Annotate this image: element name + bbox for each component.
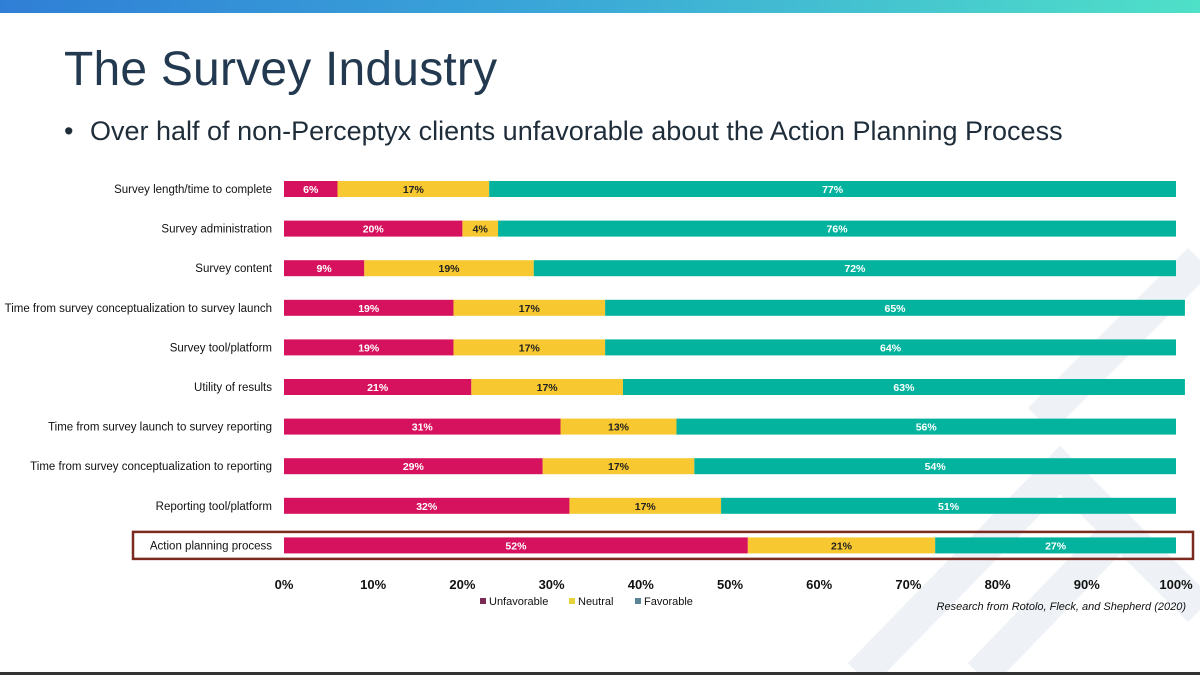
data-label: 72%: [844, 263, 866, 275]
data-label: 17%: [519, 342, 541, 354]
data-label: 17%: [608, 461, 630, 473]
data-label: 17%: [519, 303, 541, 315]
x-tick-label: 10%: [360, 577, 386, 592]
bar-unfavorable: [284, 418, 561, 435]
data-label: 29%: [403, 461, 425, 473]
slide-title: The Survey Industry: [64, 43, 498, 96]
data-label: 27%: [1045, 540, 1067, 552]
bar-unfavorable: [284, 339, 454, 356]
bar-unfavorable: [284, 497, 570, 514]
data-label: 76%: [827, 224, 849, 236]
bar-unfavorable: [284, 458, 543, 475]
x-tick-label: 60%: [806, 577, 832, 592]
data-label: 19%: [439, 263, 461, 275]
data-label: 4%: [473, 224, 489, 236]
legend-item-unfavorable: Unfavorable: [480, 596, 548, 608]
bar-favorable: [935, 537, 1176, 554]
bar-unfavorable: [284, 537, 748, 554]
bar-neutral: [453, 339, 606, 356]
slide-bullet: • Over half of non-Perceptyx clients unfa…: [64, 116, 1063, 147]
legend-label: Unfavorable: [489, 596, 548, 608]
data-label: 54%: [925, 461, 947, 473]
bar-neutral: [560, 418, 677, 435]
legend-label: Neutral: [578, 596, 613, 608]
bar-favorable: [533, 260, 1176, 277]
category-label: Survey length/time to complete: [114, 184, 272, 196]
x-tick-label: 90%: [1074, 577, 1100, 592]
bar-unfavorable: [284, 220, 463, 237]
category-label: Survey administration: [161, 224, 272, 236]
x-tick-label: 70%: [895, 577, 921, 592]
legend-swatch: [480, 598, 486, 604]
bar-unfavorable: [284, 299, 454, 316]
data-label: 6%: [303, 184, 319, 196]
data-label: 13%: [608, 422, 630, 434]
data-label: 17%: [403, 184, 425, 196]
category-label: Time from survey conceptualization to su…: [5, 303, 272, 315]
x-tick-label: 50%: [717, 577, 743, 592]
source-citation: Research from Rotolo, Fleck, and Shepher…: [936, 601, 1186, 613]
bar-unfavorable: [284, 379, 472, 395]
legend-item-favorable: Favorable: [635, 596, 693, 608]
data-label: 21%: [831, 540, 853, 552]
bar-neutral: [542, 458, 695, 475]
bar-favorable: [622, 379, 1185, 395]
legend-swatch: [569, 598, 575, 604]
bar-favorable: [721, 497, 1176, 514]
bar-favorable: [605, 339, 1176, 356]
data-label: 31%: [412, 422, 434, 434]
bar-neutral: [337, 181, 490, 197]
data-label: 63%: [893, 382, 915, 394]
x-tick-label: 80%: [985, 577, 1011, 592]
bottom-rule: [0, 672, 1200, 675]
data-label: 19%: [358, 303, 380, 315]
bullet-text: Over half of non-Perceptyx clients unfav…: [90, 116, 1063, 146]
data-label: 17%: [635, 501, 657, 513]
data-label: 17%: [537, 382, 559, 394]
x-tick-label: 40%: [628, 577, 654, 592]
category-label: Time from survey launch to survey report…: [48, 422, 272, 434]
bar-favorable: [605, 299, 1185, 316]
data-label: 65%: [885, 303, 907, 315]
bar-neutral: [747, 537, 936, 554]
bar-neutral: [569, 497, 722, 514]
data-label: 52%: [505, 540, 527, 552]
data-label: 20%: [363, 224, 385, 236]
x-tick-label: 100%: [1159, 577, 1193, 592]
data-label: 9%: [317, 263, 333, 275]
bar-favorable: [694, 458, 1176, 475]
legend-label: Favorable: [644, 596, 693, 608]
category-label: Time from survey conceptualization to re…: [30, 461, 272, 473]
category-label: Action planning process: [150, 540, 272, 552]
legend-swatch: [635, 598, 641, 604]
x-tick-label: 20%: [449, 577, 475, 592]
data-label: 19%: [358, 342, 380, 354]
data-label: 32%: [416, 501, 438, 513]
data-label: 56%: [916, 422, 938, 434]
category-label: Reporting tool/platform: [156, 501, 272, 513]
data-label: 21%: [367, 382, 389, 394]
bar-unfavorable: [284, 260, 365, 277]
x-tick-label: 0%: [275, 577, 294, 592]
category-label: Survey content: [195, 263, 273, 275]
bar-favorable: [498, 220, 1177, 237]
legend-item-neutral: Neutral: [569, 596, 613, 608]
top-accent-bar: [0, 0, 1200, 13]
data-label: 51%: [938, 501, 960, 513]
bar-neutral: [471, 379, 623, 395]
bar-neutral: [462, 220, 499, 237]
category-label: Survey tool/platform: [170, 342, 272, 354]
data-label: 77%: [822, 184, 844, 196]
x-tick-label: 30%: [539, 577, 565, 592]
highlight-box: [131, 530, 1195, 561]
bar-neutral: [364, 260, 534, 277]
bar-favorable: [489, 181, 1176, 197]
data-label: 64%: [880, 342, 902, 354]
category-label: Utility of results: [194, 382, 272, 394]
bar-unfavorable: [284, 181, 338, 197]
bar-neutral: [453, 299, 606, 316]
bullet-dot: •: [64, 116, 74, 146]
bar-favorable: [676, 418, 1176, 435]
